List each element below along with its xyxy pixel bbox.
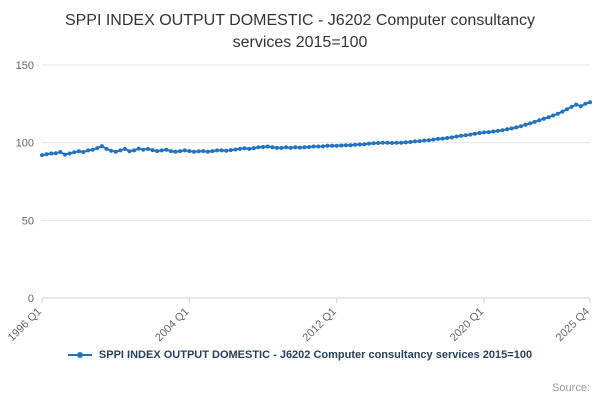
svg-text:2020 Q1: 2020 Q1 xyxy=(448,306,486,343)
legend-item[interactable]: SPPI INDEX OUTPUT DOMESTIC - J6202 Compu… xyxy=(0,349,600,361)
source-label: Source: xyxy=(552,382,590,394)
chart-title: SPPI INDEX OUTPUT DOMESTIC - J6202 Compu… xyxy=(64,12,536,51)
svg-text:150: 150 xyxy=(16,60,34,72)
svg-text:2025 Q4: 2025 Q4 xyxy=(554,306,592,343)
legend-line-marker-icon xyxy=(67,352,92,359)
svg-text:2012 Q1: 2012 Q1 xyxy=(301,306,339,343)
svg-text:2004 Q1: 2004 Q1 xyxy=(153,306,191,343)
legend-label: SPPI INDEX OUTPUT DOMESTIC - J6202 Compu… xyxy=(98,349,533,362)
svg-text:0: 0 xyxy=(28,293,34,305)
svg-text:50: 50 xyxy=(22,216,34,228)
svg-text:1996 Q1: 1996 Q1 xyxy=(6,306,44,343)
svg-text:100: 100 xyxy=(16,138,34,150)
chart-canvas: 0 50 100 150 1996 Q1 2004 Q1 2012 Q1 2020 Q1 202… xyxy=(6,60,592,344)
plot-area: 0 50 100 150 1996 Q1 2004 Q1 2012 Q1 2020 Q1 202… xyxy=(0,53,600,344)
